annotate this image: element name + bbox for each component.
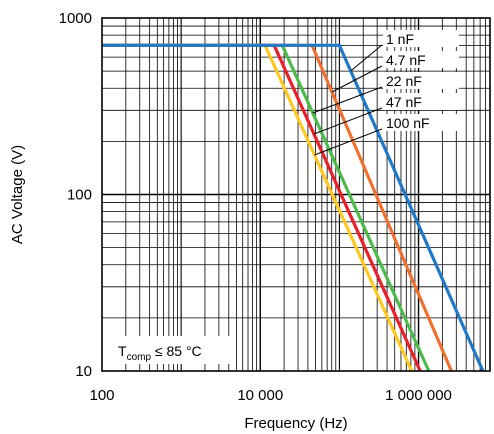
legend-label: 47 nF xyxy=(386,94,422,110)
legend-label: 22 nF xyxy=(386,73,422,89)
legend-leader-line xyxy=(331,65,383,93)
series-line-1-nf xyxy=(102,43,485,372)
x-tick-label: 10 000 xyxy=(237,387,283,404)
legend-leader-line xyxy=(313,107,383,135)
y-tick-label: 100 xyxy=(67,187,92,204)
temperature-annotation: Tcomp ≤ 85 °C xyxy=(118,343,202,363)
legend-label-background xyxy=(383,93,459,110)
legend-label-background xyxy=(383,72,459,89)
x-tick-label: 100 xyxy=(89,387,114,404)
legend-leader-line xyxy=(350,44,383,72)
legend-leader-lines xyxy=(312,44,383,156)
x-axis-label: Frequency (Hz) xyxy=(244,415,347,432)
legend-leader-line xyxy=(314,128,383,156)
legend-label-background xyxy=(383,51,459,68)
x-tick-label: 1 000 000 xyxy=(385,387,452,404)
plot-frame xyxy=(101,17,491,372)
annotation: Tcomp ≤ 85 °C xyxy=(112,336,230,364)
y-axis-label: AC Voltage (V) xyxy=(9,145,26,244)
legend-label: 1 nF xyxy=(386,31,414,47)
y-tick-label: 1000 xyxy=(59,10,92,27)
legend-label-background xyxy=(383,30,459,47)
legend-label-background xyxy=(383,114,459,131)
legend-leader-line xyxy=(312,86,383,114)
series-layer xyxy=(102,43,485,372)
y-tick-label: 10 xyxy=(75,363,92,380)
annotation-background xyxy=(112,336,230,364)
legend: 1 nF 4.7 nF 22 nF 47 nF 100 nF xyxy=(383,30,459,131)
legend-label: 100 nF xyxy=(386,115,430,131)
tick-labels: 100 10 000 1 000 000 10 100 1000 xyxy=(59,10,452,404)
legend-label: 4.7 nF xyxy=(386,52,426,68)
